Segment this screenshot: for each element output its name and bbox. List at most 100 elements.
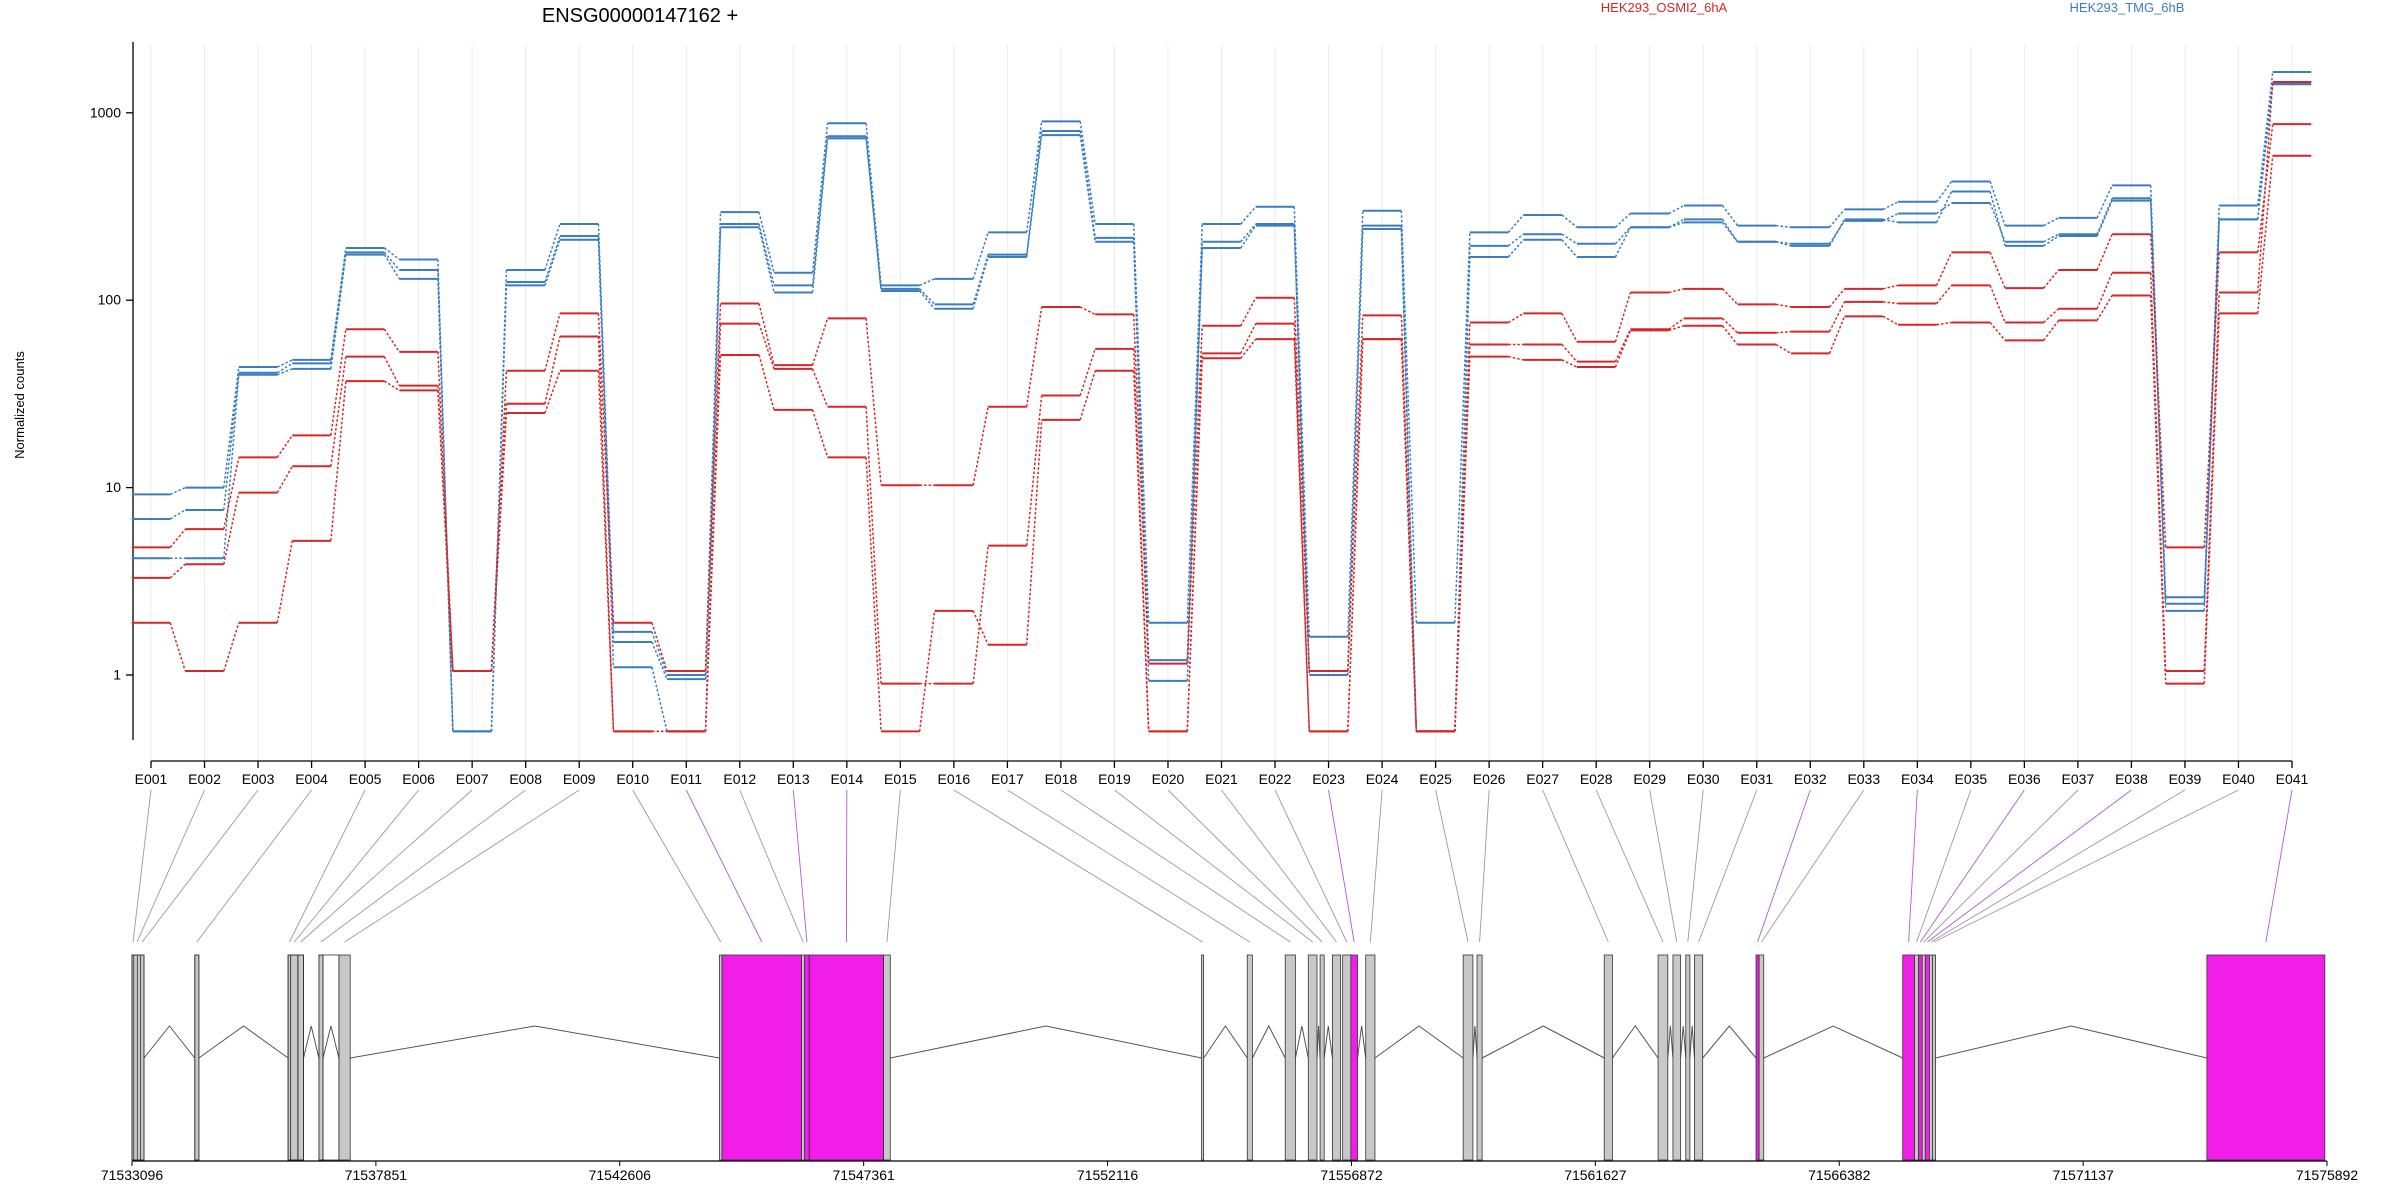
- exon-block-E007: [297, 954, 304, 1161]
- intron-link: [198, 1025, 289, 1059]
- x-tick-label-E039: E039: [2169, 771, 2202, 787]
- x-tick-label-E011: E011: [670, 771, 702, 787]
- connector-E040: [1933, 789, 2239, 943]
- exon-block-E035: [1914, 954, 1920, 1161]
- x-tick-label-E013: E013: [777, 771, 810, 787]
- x-tick-label-E003: E003: [242, 771, 275, 787]
- x-tick-label-E040: E040: [2222, 771, 2255, 787]
- transcript-outline-4: [322, 954, 340, 1161]
- connector-E018: [1060, 789, 1291, 943]
- x-tick-label-E009: E009: [563, 771, 596, 787]
- connector-E015: [886, 789, 901, 943]
- x-tick-label-E037: E037: [2062, 771, 2095, 787]
- connector-E024: [1369, 789, 1383, 943]
- x-tick-label-E026: E026: [1473, 771, 1506, 787]
- genome-tick-label: 71566382: [1808, 1167, 1871, 1183]
- intron-link: [1763, 1025, 1903, 1059]
- connector-E034: [1908, 789, 1918, 943]
- exon-block-E018: [1284, 954, 1296, 1161]
- intron-link: [890, 1025, 1202, 1059]
- connector-E035: [1916, 789, 1972, 943]
- intron-link: [1357, 1025, 1367, 1059]
- exon-block-E019: [1307, 954, 1318, 1161]
- x-tick-label-E008: E008: [509, 771, 542, 787]
- transcript-outline-2: [194, 954, 200, 1161]
- series-4-connector: [169, 124, 2274, 732]
- chart-title: ENSG00000147162 +: [542, 5, 738, 27]
- exon-block-E041: [2206, 954, 2326, 1161]
- x-tick-label-E016: E016: [938, 771, 971, 787]
- exon-block-E015: [883, 954, 891, 1161]
- exon-block-E037: [1921, 954, 1926, 1161]
- connector-E025: [1435, 789, 1469, 943]
- exon-block-E031: [1694, 954, 1704, 1161]
- gene-model: [131, 954, 2326, 1161]
- connector-E037: [1923, 789, 2079, 943]
- genome-tick-label: 71542606: [589, 1167, 652, 1183]
- series-1: [131, 71, 2312, 733]
- x-tick-label-E032: E032: [1794, 771, 1827, 787]
- x-tick-label-E002: E002: [188, 771, 221, 787]
- x-tick-label-E010: E010: [616, 771, 649, 787]
- x-tick-label-E019: E019: [1098, 771, 1131, 787]
- y-tick-label: 10: [105, 479, 121, 495]
- genome-tick-label: 71571137: [2052, 1167, 2113, 1183]
- intron-link: [350, 1025, 720, 1059]
- x-tick-label-E004: E004: [295, 771, 328, 787]
- intron-link: [1203, 1025, 1248, 1059]
- x-tick-label-E015: E015: [884, 771, 917, 787]
- connector-E023: [1328, 789, 1355, 943]
- genome-axis: 71533096 71537851 71542606 71547361 71552116…: [101, 1160, 2358, 1183]
- exon-block-E034: [1902, 954, 1915, 1161]
- x-tick-label-E041: E041: [2276, 771, 2309, 787]
- connector-E005: [289, 789, 366, 943]
- plot-gridlines: [150, 45, 2293, 760]
- connector-E006: [293, 789, 419, 943]
- connector-E039: [1930, 789, 2186, 943]
- x-tick-label-E038: E038: [2115, 771, 2148, 787]
- transcript-outline-3: [297, 954, 304, 1161]
- y-axis: 1 10 100 1000: [90, 42, 134, 740]
- x-tick-label-E028: E028: [1580, 771, 1613, 787]
- exon-block-E038: [1924, 954, 1930, 1161]
- x-tick-label-E023: E023: [1312, 771, 1345, 787]
- genome-tick-label: 71552116: [1077, 1167, 1138, 1183]
- x-tick-label-E029: E029: [1633, 771, 1666, 787]
- y-tick-label: 100: [98, 292, 122, 308]
- legend-entry-tmg: HEK293_TMG_6hB: [2070, 0, 2185, 15]
- connector-E009: [344, 789, 580, 943]
- genome-tick-label: 71556872: [1320, 1167, 1383, 1183]
- y-tick-label: 1000: [90, 104, 121, 120]
- intron-link: [1481, 1025, 1605, 1059]
- y-axis-label: Normalized counts: [12, 351, 27, 459]
- connector-E019: [1114, 789, 1313, 943]
- intron-link: [1316, 1025, 1321, 1059]
- x-tick-label-E014: E014: [830, 771, 863, 787]
- exon-connectors: [132, 789, 2293, 943]
- connector-E038: [1927, 789, 2132, 943]
- exon-block-E012: [801, 954, 806, 1161]
- connector-E031: [1698, 789, 1758, 943]
- connector-E012: [739, 789, 804, 943]
- connector-E002: [136, 789, 205, 943]
- connector-E007: [300, 789, 473, 943]
- connector-E020: [1167, 789, 1323, 943]
- x-tick-label-E018: E018: [1045, 771, 1078, 787]
- intron-link: [1702, 1025, 1757, 1059]
- connector-E008: [320, 789, 526, 943]
- exon-block-E004: [194, 954, 200, 1161]
- exon-block-E029: [1672, 954, 1682, 1161]
- x-tick-label-E007: E007: [456, 771, 489, 787]
- exon-block-E033: [1758, 954, 1765, 1161]
- y-tick-label: 1: [113, 667, 121, 683]
- x-tick-label-E034: E034: [1901, 771, 1934, 787]
- exon-block-E016: [1201, 954, 1205, 1161]
- connector-E028: [1595, 789, 1664, 943]
- exon-block-E030: [1685, 954, 1691, 1161]
- exon-block-E009: [338, 954, 351, 1161]
- genome-tick-label: 71533096: [101, 1167, 164, 1183]
- x-tick-label-E005: E005: [349, 771, 382, 787]
- x-axis: E001 E002 E003 E004 E005 E006 E007 E008 E009 E010…: [135, 760, 2309, 787]
- exon-block-E024: [1365, 954, 1376, 1161]
